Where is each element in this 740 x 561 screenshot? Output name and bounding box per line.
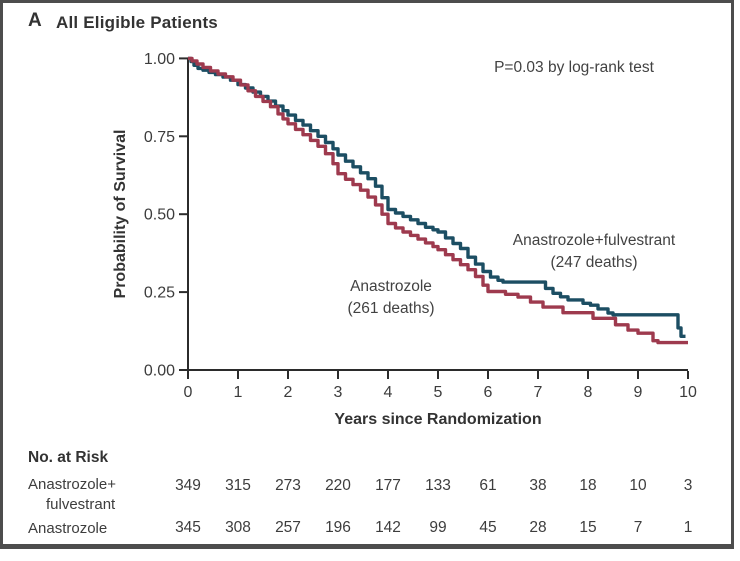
y-tick-label: 1.00 xyxy=(144,51,175,68)
risk-value: 3 xyxy=(684,477,693,494)
curve-label-deaths: (247 deaths) xyxy=(550,254,638,271)
km-curve-anastrozole xyxy=(188,56,688,345)
risk-value: 38 xyxy=(529,477,546,494)
y-tick-label: 0.50 xyxy=(144,207,175,224)
risk-value: 99 xyxy=(429,519,446,536)
risk-row-label-line: Anastrozole+ xyxy=(28,476,116,493)
risk-value: 18 xyxy=(579,477,596,494)
curve-label-line1: Anastrozole+fulvestrant xyxy=(512,232,676,249)
x-tick-label: 1 xyxy=(234,384,243,401)
y-tick-label: 0.25 xyxy=(144,285,175,302)
risk-value: 177 xyxy=(375,477,401,494)
risk-value: 349 xyxy=(175,477,201,494)
risk-value: 308 xyxy=(225,519,251,536)
y-tick-label: 0.00 xyxy=(144,363,175,380)
figure-border xyxy=(0,0,734,549)
risk-row-label-anastrozole-fulvestrant: Anastrozole+ fulvestrant xyxy=(28,475,116,515)
risk-row-label-line: Anastrozole xyxy=(28,520,108,537)
x-tick-label: 7 xyxy=(534,384,543,401)
x-tick-label: 4 xyxy=(384,384,393,401)
risk-value: 7 xyxy=(634,519,643,536)
risk-value: 345 xyxy=(175,519,201,536)
risk-value: 196 xyxy=(325,519,351,536)
curve-label-anastrozole: Anastrozole (261 deaths) xyxy=(347,276,434,320)
y-axis-title: Probability of Survival xyxy=(112,129,129,299)
risk-table-title: No. at Risk xyxy=(28,449,109,466)
panel-title: All Eligible Patients xyxy=(56,13,218,32)
curve-label-deaths: (261 deaths) xyxy=(347,300,435,317)
risk-row-label-line: fulvestrant xyxy=(46,496,116,513)
risk-value: 61 xyxy=(479,477,496,494)
x-tick-label: 0 xyxy=(184,384,193,401)
x-axis-title: Years since Randomization xyxy=(334,411,542,428)
x-tick-label: 6 xyxy=(484,384,493,401)
x-tick-label: 9 xyxy=(634,384,643,401)
curve-label-line1: Anastrozole xyxy=(350,278,432,295)
risk-value: 257 xyxy=(275,519,301,536)
y-tick-label: 0.75 xyxy=(144,129,175,146)
x-tick-label: 5 xyxy=(434,384,443,401)
risk-value: 15 xyxy=(579,519,596,536)
pvalue-annotation: P=0.03 by log-rank test xyxy=(494,59,654,76)
x-tick-label: 10 xyxy=(679,384,697,401)
curve-label-anastrozole-fulvestrant: Anastrozole+fulvestrant (247 deaths) xyxy=(513,230,675,274)
risk-row-label-anastrozole: Anastrozole xyxy=(28,519,107,539)
risk-value: 45 xyxy=(479,519,496,536)
risk-value: 10 xyxy=(629,477,647,494)
risk-value: 315 xyxy=(225,477,251,494)
panel-letter: A xyxy=(28,10,42,31)
axes xyxy=(187,57,688,371)
x-tick-label: 3 xyxy=(334,384,343,401)
risk-value: 133 xyxy=(425,477,451,494)
risk-value: 1 xyxy=(684,519,693,536)
x-tick-label: 8 xyxy=(584,384,593,401)
risk-value: 273 xyxy=(275,477,301,494)
risk-value: 28 xyxy=(529,519,546,536)
risk-value: 142 xyxy=(375,519,401,536)
x-tick-label: 2 xyxy=(284,384,293,401)
risk-value: 220 xyxy=(325,477,351,494)
